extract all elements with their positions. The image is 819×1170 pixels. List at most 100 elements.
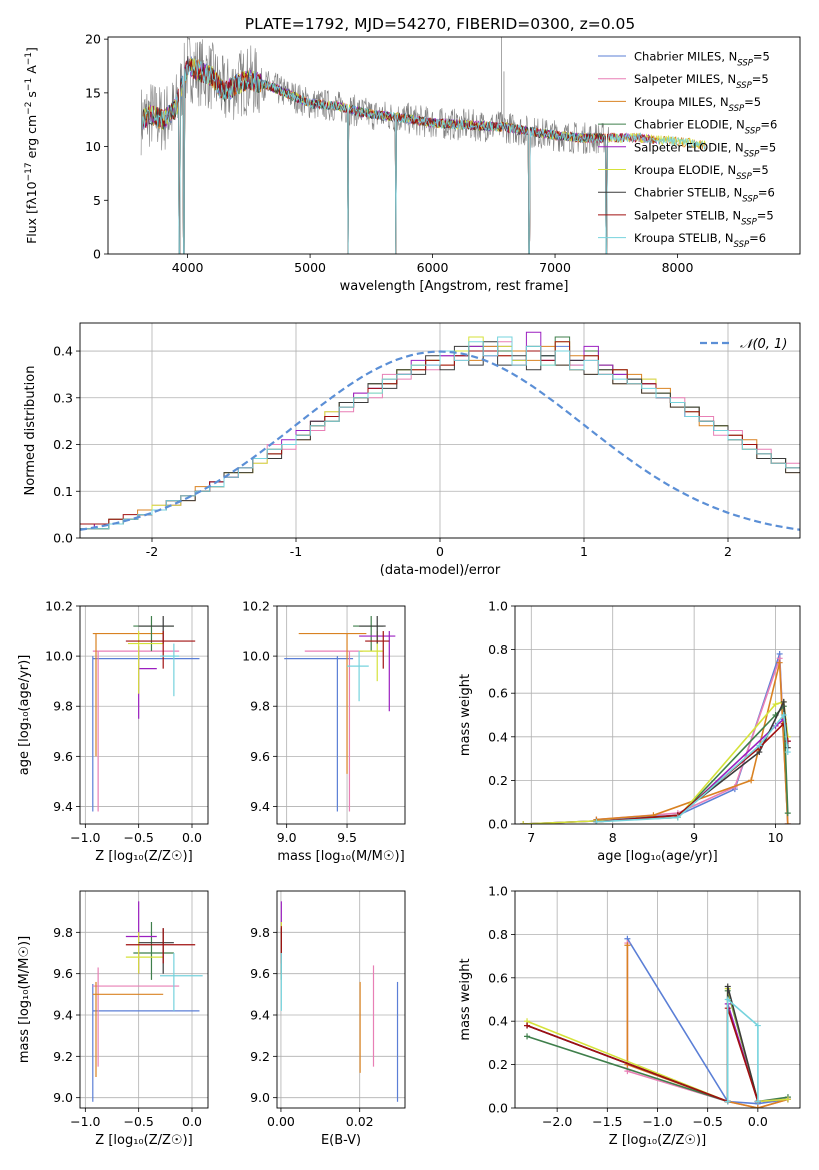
x-tick-label: −0.5 xyxy=(123,1114,153,1129)
legend-label-subscript: SSP xyxy=(745,127,761,137)
spectrum-lines xyxy=(140,37,706,254)
y-tick-label: 1.0 xyxy=(488,599,508,614)
legend-label-subscript: SSP xyxy=(736,172,752,182)
legend-label-kroupa-elodie: Kroupa ELODIE, NSSP=5 xyxy=(634,163,769,182)
legend-label-tail: =5 xyxy=(744,95,761,109)
legend-label-subscript: SSP xyxy=(742,195,758,205)
x-tick-label: −1.0 xyxy=(642,1114,672,1129)
mass-vs-ebv-points xyxy=(280,901,399,1102)
x-tick-label: −0.5 xyxy=(123,830,153,845)
y-label-part: erg cm xyxy=(24,115,39,163)
x-axis-label: (data-model)/error xyxy=(380,563,501,578)
y-tick-label: 0.2 xyxy=(488,1057,508,1072)
legend-label-tail: =5 xyxy=(753,50,770,64)
y-tick-label: 0.6 xyxy=(488,970,508,985)
point-kroupa-stelib xyxy=(674,814,681,821)
x-tick-label: 7000 xyxy=(539,260,571,275)
y-tick-label: 10.0 xyxy=(45,649,73,664)
y-tick-label: 0 xyxy=(93,247,101,262)
y-tick-label: 0.4 xyxy=(53,344,73,359)
x-tick-label: 10 xyxy=(768,830,784,845)
histogram-kroupa-stelib xyxy=(80,336,800,530)
y-label-superscript: −17 xyxy=(24,162,34,181)
y-label-superscript: −1 xyxy=(24,52,34,65)
legend-label-text: Salpeter STELIB, N xyxy=(634,208,741,222)
y-tick-label: 10.2 xyxy=(45,599,73,614)
age-vs-z-axes: −1.0 −0.5 0.0 9.4 9.6 9.8 10.0 10.2 Z [log₁₀(Z/Z… xyxy=(17,599,208,864)
point-chabrier-stelib xyxy=(780,698,787,705)
y-label-part: s xyxy=(24,91,39,102)
legend-label-text: Salpeter ELODIE, N xyxy=(634,140,744,154)
legend-label-tail: =6 xyxy=(760,118,777,132)
y-label-part: ] xyxy=(24,47,39,52)
legend-label-text: Chabrier STELIB, N xyxy=(634,186,742,200)
legend-label-salpeter-miles: Salpeter MILES, NSSP=5 xyxy=(634,72,769,91)
x-tick-label: −0.5 xyxy=(692,1114,722,1129)
x-tick-label: 8000 xyxy=(662,260,694,275)
y-tick-label: 9.4 xyxy=(250,799,270,814)
point-kroupa-stelib xyxy=(784,749,791,756)
y-tick-label: 0.1 xyxy=(53,484,73,499)
x-tick-label: −2.0 xyxy=(542,1114,572,1129)
x-axis-label: E(B-V) xyxy=(321,1133,361,1148)
series-kroupa-stelib xyxy=(726,997,759,1102)
point-salpeter-stelib xyxy=(784,738,791,745)
point-kroupa-miles xyxy=(748,777,755,784)
legend-label-tail: =5 xyxy=(757,208,774,222)
y-tick-label: 9.2 xyxy=(250,1049,270,1064)
point-kroupa-stelib xyxy=(754,1098,761,1105)
legend-label-tail: =5 xyxy=(752,163,769,177)
y-tick-label: 0.0 xyxy=(488,817,508,832)
y-label-part: 10 xyxy=(24,181,39,197)
y-label-superscript: −1 xyxy=(24,78,34,91)
legend-label-kroupa-stelib: Kroupa STELIB, NSSP=6 xyxy=(634,231,766,250)
figure-title: PLATE=1792, MJD=54270, FIBERID=0300, z=0… xyxy=(245,15,635,33)
y-tick-label: 9.8 xyxy=(250,699,270,714)
y-tick-label: 0.8 xyxy=(488,927,508,942)
mass-vs-z-axes: −1.0 −0.5 0.0 9.0 9.2 9.4 9.6 9.8 Z [log₁₀(Z/Z☉)… xyxy=(17,891,208,1148)
massweight-vs-z-frame xyxy=(514,890,801,1109)
point-chabrier-stelib xyxy=(724,983,731,990)
x-tick-label: 6000 xyxy=(417,260,449,275)
point-chabrier-elodie xyxy=(784,810,791,817)
legend-label-chabrier-miles: Chabrier MILES, NSSP=5 xyxy=(634,50,770,69)
point-kroupa-stelib xyxy=(754,1022,761,1029)
y-tick-label: 0.8 xyxy=(488,642,508,657)
legend-label-subscript: SSP xyxy=(734,240,750,250)
y-axis-label: Flux [fλ10−17 erg cm−2 s−1 A−1] xyxy=(24,47,39,244)
spectrum-frame xyxy=(107,36,801,255)
legend-label-tail: =6 xyxy=(758,186,775,200)
x-tick-label: 2 xyxy=(724,544,732,559)
model-spectrum-salpeter-stelib xyxy=(141,59,657,254)
x-tick-label: 9 xyxy=(690,830,698,845)
mass-vs-ebv-frame xyxy=(276,890,406,1109)
y-tick-label: 9.0 xyxy=(53,1090,73,1105)
x-axis-label: age [log₁₀(age/yr)] xyxy=(597,849,718,864)
y-axis-label: Normed distribution xyxy=(23,366,38,496)
x-tick-label: 9.0 xyxy=(277,830,297,845)
y-tick-label: 9.4 xyxy=(53,1008,73,1023)
y-tick-label: 1.0 xyxy=(488,884,508,899)
age-vs-z-points xyxy=(92,616,200,812)
y-tick-label: 0.2 xyxy=(53,437,73,452)
legend-label-text: Salpeter MILES, N xyxy=(634,72,736,86)
normal-curve xyxy=(80,350,800,531)
x-axis-label: Z [log₁₀(Z/Z☉)] xyxy=(609,1133,706,1148)
legend-label-text: Chabrier ELODIE, N xyxy=(634,118,745,132)
x-tick-label: 8 xyxy=(609,830,617,845)
x-tick-label: −1.0 xyxy=(70,1114,100,1129)
y-tick-label: 9.6 xyxy=(250,966,270,981)
x-tick-label: 0.0 xyxy=(182,1114,202,1129)
massweight-vs-age-frame xyxy=(514,605,801,825)
mass-vs-ebv-axes: 0.00 0.02 9.0 9.2 9.4 9.6 9.8 E(B-V) xyxy=(250,891,405,1148)
x-tick-label: 7 xyxy=(527,830,535,845)
residual-hist-frame xyxy=(79,322,801,539)
point-kroupa-stelib xyxy=(780,712,787,718)
legend-label-subscript: SSP xyxy=(729,104,745,114)
y-tick-label: 10 xyxy=(85,139,101,154)
x-tick-label: 9.5 xyxy=(337,830,357,845)
y-label-part: Flux [f xyxy=(24,204,39,244)
